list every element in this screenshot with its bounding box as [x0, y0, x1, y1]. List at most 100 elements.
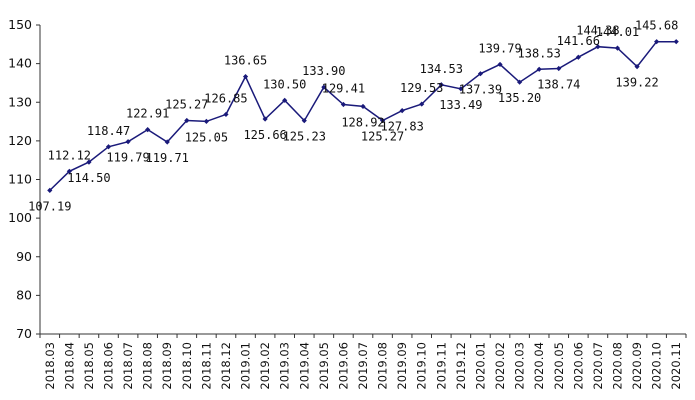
data-label: 118.47	[87, 124, 130, 138]
data-label: 125.66	[243, 128, 286, 142]
data-label: 129.41	[322, 82, 365, 96]
data-point	[282, 97, 288, 103]
data-label: 141.66	[557, 34, 600, 48]
data-label: 125.23	[283, 130, 326, 144]
x-tick-label: 2019.10	[415, 342, 429, 390]
data-point	[497, 61, 503, 68]
x-tick-label: 2018.12	[219, 342, 233, 390]
x-tick-label: 2020.10	[650, 342, 664, 390]
x-tick-label: 2019.03	[278, 342, 292, 390]
data-point	[262, 116, 268, 122]
data-point	[47, 187, 53, 193]
data-point	[321, 84, 327, 90]
data-label: 119.71	[146, 151, 189, 165]
x-tick-label: 2018.04	[62, 342, 76, 390]
data-label: 107.19	[28, 199, 71, 213]
data-point	[379, 117, 386, 124]
data-point	[223, 111, 229, 118]
x-tick-label: 2020.05	[552, 342, 566, 390]
x-tick-label: 2020.08	[610, 342, 624, 390]
data-point	[517, 79, 523, 85]
data-point	[242, 73, 249, 80]
x-tick-label: 2018.07	[121, 342, 135, 390]
x-tick-label: 2018.08	[141, 342, 155, 390]
data-label: 127.83	[380, 120, 423, 134]
data-point	[536, 66, 542, 72]
data-point	[614, 45, 621, 51]
x-tick-label: 2018.09	[160, 342, 174, 390]
data-label: 136.65	[224, 54, 267, 68]
data-label: 134.53	[420, 62, 463, 76]
y-tick-label: 70	[16, 326, 32, 341]
data-label: 139.22	[615, 76, 658, 90]
data-label: 137.39	[459, 83, 502, 97]
data-label: 129.53	[400, 81, 443, 95]
data-point	[164, 139, 170, 145]
data-label: 144.01	[596, 25, 639, 39]
x-tick-label: 2019.11	[434, 342, 448, 390]
data-point	[634, 64, 640, 70]
x-tick-label: 2018.10	[180, 342, 194, 390]
data-point	[145, 127, 151, 133]
data-label: 119.79	[106, 151, 149, 165]
data-point	[203, 118, 209, 124]
x-tick-label: 2020.07	[591, 342, 605, 390]
x-tick-label: 2020.02	[493, 342, 507, 390]
x-tick-label: 2020.11	[669, 342, 683, 390]
data-point	[105, 144, 112, 150]
data-label: 145.68	[635, 19, 678, 33]
data-point	[66, 168, 72, 174]
data-point	[556, 65, 562, 72]
data-point	[301, 118, 307, 124]
y-tick-label: 130	[8, 94, 32, 109]
data-point	[673, 39, 679, 45]
data-label: 135.20	[498, 91, 541, 105]
x-tick-label: 2020.04	[532, 342, 546, 390]
data-label: 125.27	[165, 98, 208, 112]
data-label: 130.50	[263, 77, 306, 91]
y-tick-label: 150	[8, 17, 32, 32]
y-tick-label: 80	[16, 287, 32, 302]
x-tick-label: 2019.06	[336, 342, 350, 390]
x-tick-label: 2019.12	[454, 342, 468, 390]
data-point	[419, 101, 425, 107]
x-tick-label: 2018.06	[102, 342, 116, 390]
data-point	[438, 82, 444, 88]
data-point	[477, 71, 484, 77]
data-label: 125.27	[361, 130, 404, 144]
data-label: 144.38	[576, 24, 619, 38]
x-tick-label: 2019.01	[239, 342, 253, 390]
data-label: 138.74	[537, 77, 580, 91]
data-point	[125, 139, 131, 145]
data-label: 112.12	[48, 148, 91, 162]
data-point	[360, 103, 366, 110]
data-label: 139.79	[478, 41, 521, 55]
x-tick-label: 2019.07	[356, 342, 370, 390]
data-label: 133.49	[439, 98, 482, 112]
data-point	[654, 39, 660, 45]
x-tick-label: 2019.08	[376, 342, 390, 390]
data-point	[184, 117, 190, 124]
x-tick-label: 2019.05	[317, 342, 331, 390]
y-tick-label: 100	[8, 210, 32, 225]
x-tick-label: 2019.09	[395, 342, 409, 390]
data-point	[399, 108, 405, 114]
y-tick-label: 120	[8, 133, 32, 148]
x-tick-label: 2020.06	[571, 342, 585, 390]
data-label: 133.90	[302, 64, 345, 78]
x-tick-label: 2020.01	[473, 342, 487, 390]
data-point	[458, 86, 464, 92]
x-tick-label: 2018.05	[82, 342, 96, 390]
x-tick-label: 2018.03	[43, 342, 57, 390]
data-label: 125.05	[185, 130, 228, 144]
data-label: 128.92	[341, 115, 384, 129]
data-point	[340, 101, 347, 108]
y-tick-label: 110	[8, 172, 32, 187]
data-label: 114.50	[67, 171, 110, 185]
data-label: 138.53	[518, 46, 561, 60]
x-tick-label: 2019.04	[297, 342, 311, 390]
y-tick-label: 140	[8, 56, 32, 71]
x-tick-label: 2018.11	[199, 342, 213, 390]
data-point	[575, 54, 581, 60]
